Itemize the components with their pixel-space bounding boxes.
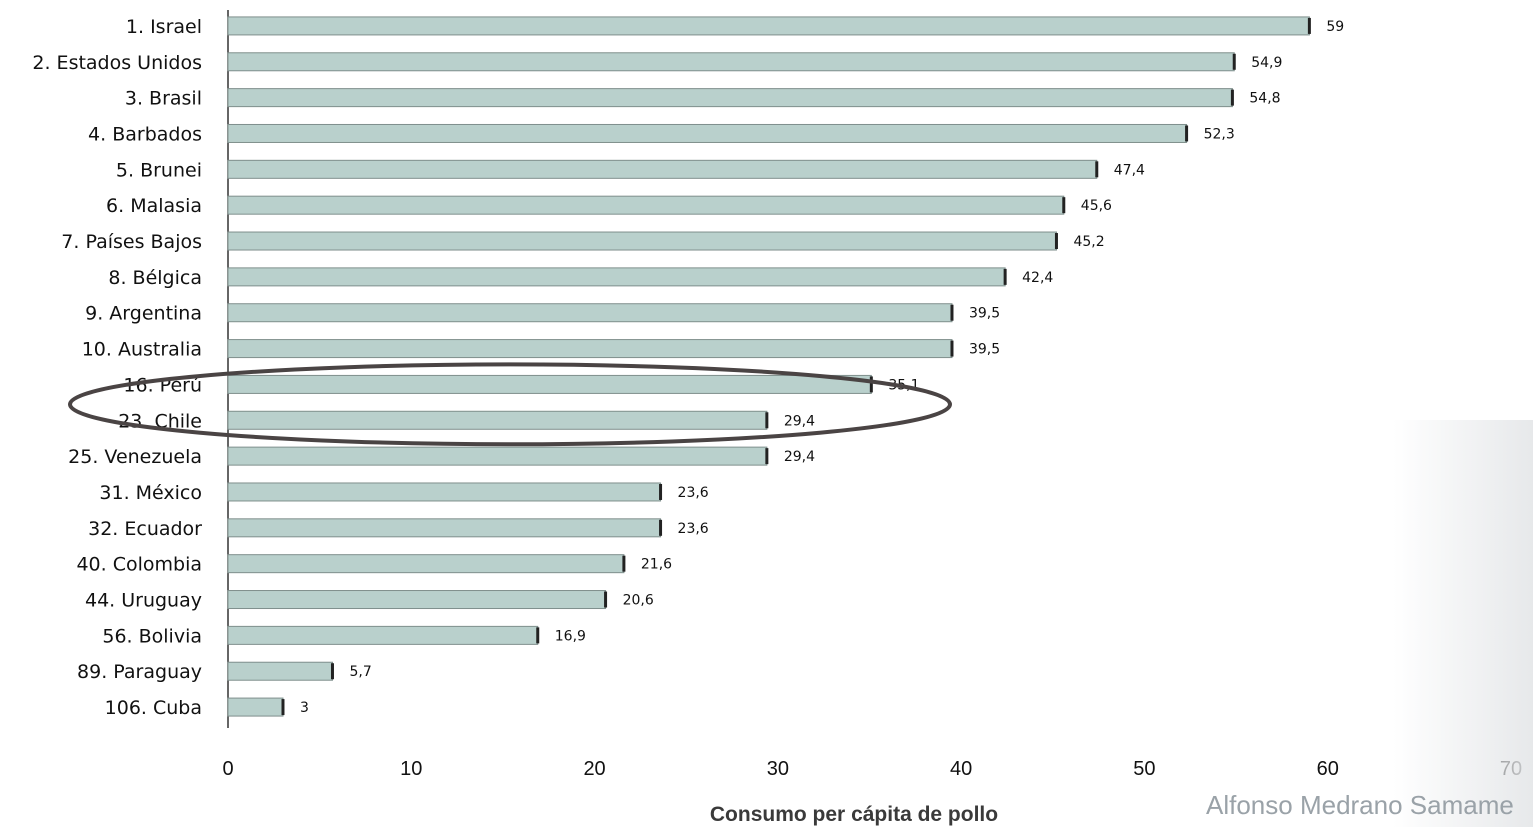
bar xyxy=(227,697,284,717)
bar xyxy=(227,16,1310,36)
value-label: 39,5 xyxy=(969,306,1000,322)
category-label: 106. Cuba xyxy=(105,697,202,719)
bar xyxy=(227,159,1098,179)
category-label: 8. Bélgica xyxy=(108,267,202,289)
category-label: 5. Brunei xyxy=(116,159,202,181)
category-label: 3. Brasil xyxy=(125,88,202,110)
x-tick-label: 50 xyxy=(1133,758,1155,780)
category-label: 2. Estados Unidos xyxy=(32,52,202,74)
bars-group xyxy=(227,16,1311,717)
category-label: 9. Argentina xyxy=(85,303,202,325)
category-label: 40. Colombia xyxy=(76,554,202,576)
bar xyxy=(227,123,1188,143)
category-label: 6. Malasia xyxy=(106,195,202,217)
category-label: 89. Paraguay xyxy=(77,661,202,683)
x-tick-label: 20 xyxy=(583,758,605,780)
bar xyxy=(227,195,1065,215)
bar xyxy=(227,518,662,538)
x-tick-labels-group: 010203040506070 xyxy=(222,758,1522,780)
bar xyxy=(227,446,768,466)
value-label: 29,4 xyxy=(784,449,815,465)
bar xyxy=(227,661,333,681)
bar xyxy=(227,374,872,394)
bar xyxy=(227,52,1235,72)
value-label: 23,6 xyxy=(678,521,709,537)
value-label: 3 xyxy=(300,700,309,716)
value-label: 39,5 xyxy=(969,342,1000,358)
value-label: 52,3 xyxy=(1204,126,1235,142)
category-label: 44. Uruguay xyxy=(85,590,202,612)
value-label: 45,6 xyxy=(1081,198,1112,214)
bar xyxy=(227,482,662,502)
value-label: 16,9 xyxy=(555,628,586,644)
category-label: 25. Venezuela xyxy=(68,446,202,468)
category-labels-group: 1. Israel 2. Estados Unidos 3. Brasil 4. Ba… xyxy=(32,16,202,719)
value-label: 21,6 xyxy=(641,557,672,573)
value-label: 42,4 xyxy=(1022,270,1053,286)
value-label: 45,2 xyxy=(1073,234,1104,250)
bar xyxy=(227,339,953,359)
x-tick-label: 60 xyxy=(1317,758,1339,780)
value-label: 23,6 xyxy=(678,485,709,501)
watermark: Alfonso Medrano Samame xyxy=(1206,790,1514,820)
x-tick-label: 40 xyxy=(950,758,972,780)
bar xyxy=(227,88,1233,108)
value-label: 54,9 xyxy=(1251,55,1282,71)
category-label: 1. Israel xyxy=(126,16,202,38)
category-label: 16. Perú xyxy=(123,374,202,396)
bar xyxy=(227,410,768,430)
x-axis-title: Consumo per cápita de pollo xyxy=(710,803,998,826)
x-tick-label: 10 xyxy=(400,758,422,780)
x-tick-label: 30 xyxy=(767,758,789,780)
category-label: 31. México xyxy=(99,482,202,504)
background-fade xyxy=(1393,420,1533,827)
bar xyxy=(227,625,539,645)
bar xyxy=(227,231,1057,251)
bar xyxy=(227,303,953,323)
value-label: 47,4 xyxy=(1114,162,1145,178)
category-label: 32. Ecuador xyxy=(88,518,202,540)
highlight-ellipse xyxy=(68,362,952,447)
bar xyxy=(227,267,1006,287)
bar xyxy=(227,590,607,610)
value-label: 54,8 xyxy=(1249,91,1280,107)
category-label: 4. Barbados xyxy=(88,123,202,145)
x-tick-label: 0 xyxy=(222,758,233,780)
value-label: 5,7 xyxy=(349,664,371,680)
value-label: 29,4 xyxy=(784,413,815,429)
value-label: 59 xyxy=(1326,19,1344,35)
bar xyxy=(227,554,625,574)
category-label: 10. Australia xyxy=(82,339,202,361)
value-label: 20,6 xyxy=(623,593,654,609)
category-label: 7. Países Bajos xyxy=(61,231,202,253)
category-label: 56. Bolivia xyxy=(102,625,202,647)
value-labels-group: 59 54,9 54,8 52,3 47,4 45,6 45,2 42,4 39,5 39,5 3 5… xyxy=(300,19,1344,716)
